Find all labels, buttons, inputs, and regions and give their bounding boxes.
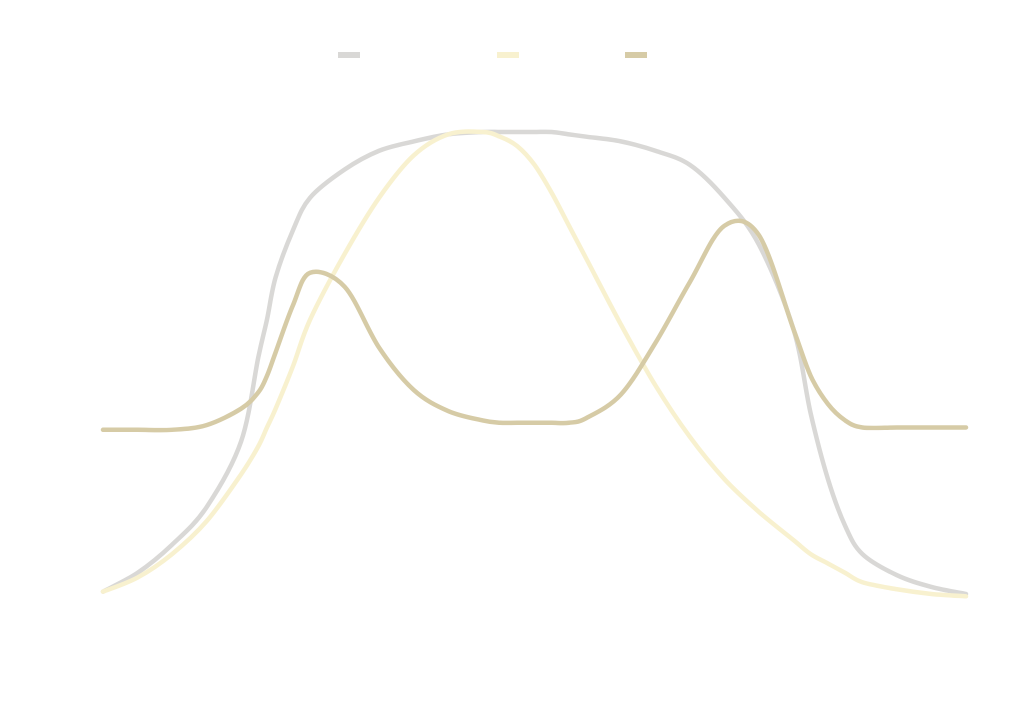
series-line-3 <box>100 218 969 433</box>
legend <box>338 52 647 58</box>
series-line-1 <box>100 129 969 597</box>
series-line-2 <box>100 129 969 599</box>
legend-swatch-3 <box>625 52 647 58</box>
series-group <box>100 129 969 599</box>
legend-swatch-1 <box>338 52 360 58</box>
legend-swatch-2 <box>497 52 519 58</box>
